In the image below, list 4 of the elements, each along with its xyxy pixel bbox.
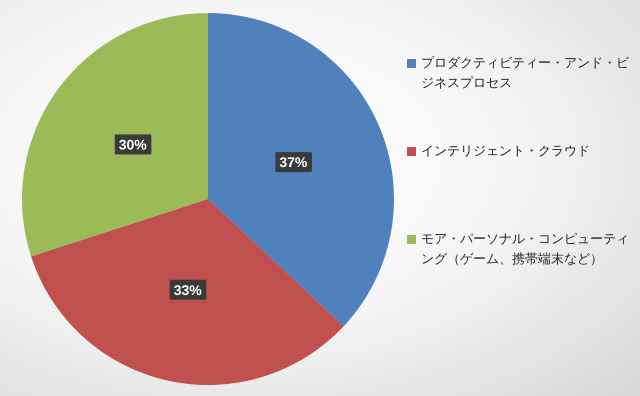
legend-label: インテリジェント・クラウド bbox=[421, 142, 590, 160]
data-label: 33% bbox=[174, 282, 202, 298]
data-label: 37% bbox=[279, 154, 308, 170]
data-label: 30% bbox=[118, 136, 148, 152]
